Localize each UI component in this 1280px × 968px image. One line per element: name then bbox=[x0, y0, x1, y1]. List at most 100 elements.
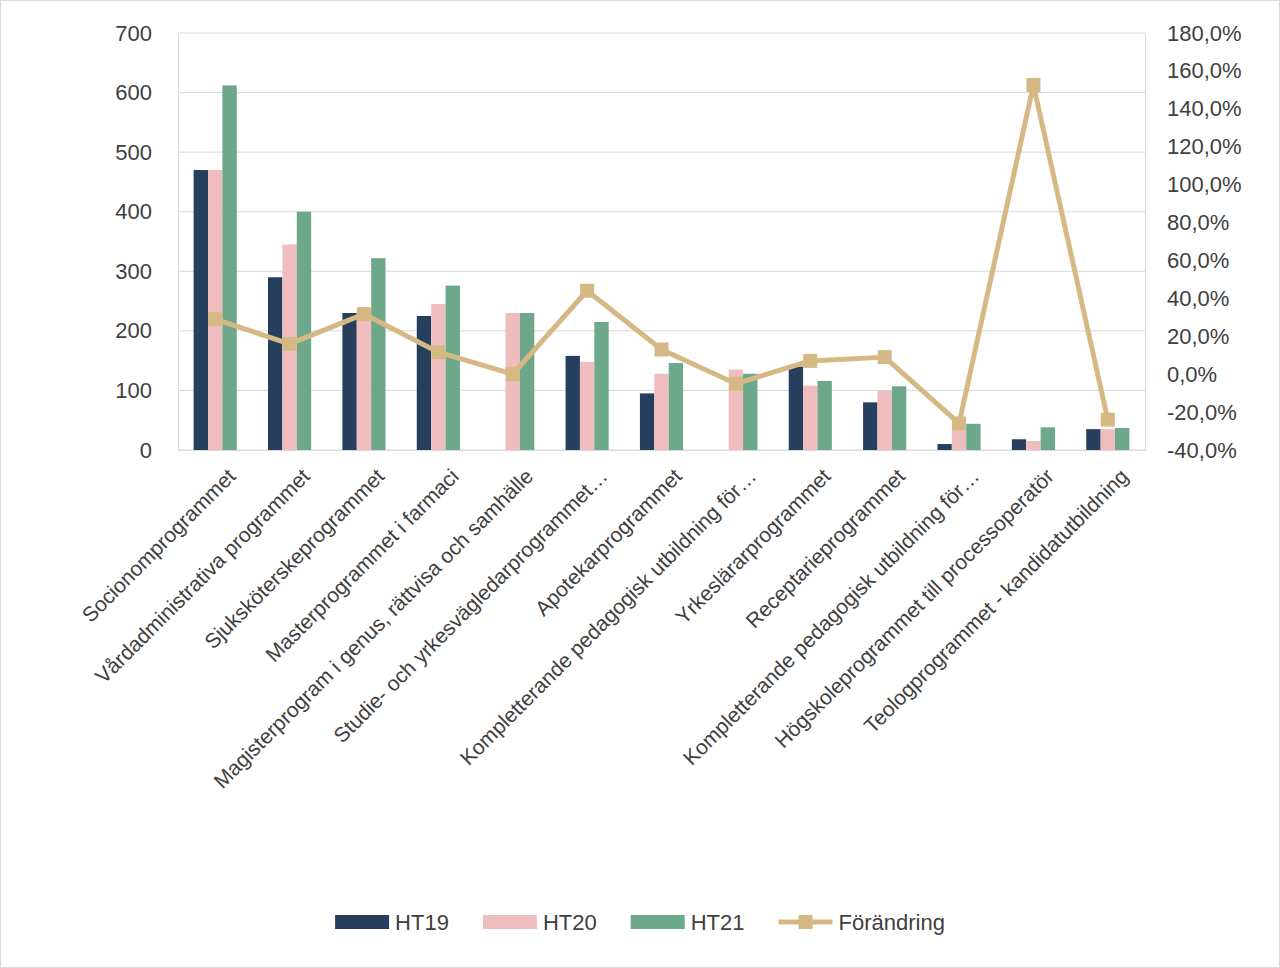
tick-label: Teologprogrammet - kandidatutbildning bbox=[859, 464, 1132, 737]
tick-label: 80,0% bbox=[1167, 210, 1229, 235]
bar-series bbox=[208, 170, 1115, 450]
bar bbox=[743, 374, 757, 450]
axis-line bbox=[179, 450, 1146, 451]
tick: 400 bbox=[115, 199, 178, 224]
tick: 500 bbox=[115, 140, 178, 165]
marker bbox=[803, 354, 817, 368]
tick: 0 bbox=[140, 438, 178, 463]
bar bbox=[1086, 429, 1100, 450]
bar bbox=[208, 170, 222, 450]
tick: 600 bbox=[115, 80, 178, 105]
tick-label: 160,0% bbox=[1167, 58, 1242, 83]
tick: 0,0% bbox=[1145, 362, 1217, 387]
marker bbox=[580, 284, 594, 298]
legend-label: HT19 bbox=[395, 910, 449, 935]
tick-label: 0,0% bbox=[1167, 362, 1217, 387]
bar bbox=[1026, 441, 1040, 450]
marker bbox=[952, 416, 966, 430]
tick: 100,0% bbox=[1145, 172, 1242, 197]
y2-axis: -40,0%-20,0%0,0%20,0%40,0%60,0%80,0%100,… bbox=[1145, 21, 1242, 463]
tick: 700 bbox=[115, 21, 178, 46]
marker bbox=[729, 377, 743, 391]
legend-marker bbox=[799, 915, 813, 929]
tick: Studie- och yrkesvägledarprogrammet… bbox=[329, 450, 612, 747]
bar bbox=[506, 313, 520, 450]
tick-label: 200 bbox=[115, 318, 152, 343]
tick-label: 40,0% bbox=[1167, 286, 1229, 311]
grid-line bbox=[178, 211, 1145, 212]
bar bbox=[594, 322, 608, 450]
tick-label: 0 bbox=[140, 438, 152, 463]
tick-label: 300 bbox=[115, 259, 152, 284]
x-axis: SocionomprogrammetVårdadministrativa pro… bbox=[77, 450, 1145, 792]
bar bbox=[1012, 439, 1026, 450]
tick-label: Kompletterande pedagogisk utbildning för… bbox=[678, 464, 983, 769]
tick-label: -40,0% bbox=[1167, 438, 1237, 463]
tick: 120,0% bbox=[1145, 134, 1242, 159]
tick-label: 100 bbox=[115, 378, 152, 403]
bar bbox=[729, 370, 743, 450]
tick-label: 500 bbox=[115, 140, 152, 165]
tick-label: 60,0% bbox=[1167, 248, 1229, 273]
tick-label: 140,0% bbox=[1167, 96, 1242, 121]
tick: -40,0% bbox=[1145, 438, 1237, 463]
legend-item: HT20 bbox=[483, 910, 597, 935]
bar bbox=[282, 244, 296, 450]
tick: 160,0% bbox=[1145, 58, 1242, 83]
marker bbox=[283, 337, 297, 351]
bar bbox=[937, 444, 951, 450]
bar bbox=[654, 374, 668, 450]
marker bbox=[431, 345, 445, 359]
legend-swatch bbox=[483, 915, 537, 929]
legend-swatch bbox=[631, 915, 685, 929]
bar bbox=[371, 258, 385, 450]
bar bbox=[1101, 429, 1115, 450]
bar bbox=[268, 277, 282, 450]
bar bbox=[417, 316, 431, 450]
bar bbox=[566, 356, 580, 450]
tick-label: 20,0% bbox=[1167, 324, 1229, 349]
tick-label: 180,0% bbox=[1167, 21, 1242, 46]
tick-label: Högskoleprogrammet till processoperatör bbox=[770, 464, 1058, 752]
bar bbox=[892, 386, 906, 450]
tick: Teologprogrammet - kandidatutbildning bbox=[859, 450, 1132, 737]
legend-label: HT21 bbox=[691, 910, 745, 935]
grid-line bbox=[178, 271, 1145, 272]
bar bbox=[877, 390, 891, 450]
marker bbox=[878, 350, 892, 364]
bar bbox=[342, 313, 356, 450]
bar bbox=[297, 212, 311, 450]
bar bbox=[966, 424, 980, 450]
axis-line bbox=[178, 34, 179, 451]
grid-line bbox=[178, 92, 1145, 93]
marker bbox=[506, 367, 520, 381]
bar bbox=[789, 367, 803, 450]
tick-label: Apotekarprogrammet bbox=[530, 464, 686, 620]
legend-label: HT20 bbox=[543, 910, 597, 935]
legend: HT19 HT20 HT21 Förändring bbox=[335, 910, 945, 935]
tick: 100 bbox=[115, 378, 178, 403]
plot-area bbox=[194, 78, 1130, 450]
bar bbox=[1115, 428, 1129, 450]
grid-line bbox=[178, 33, 1145, 34]
tick-label: 700 bbox=[115, 21, 152, 46]
legend-item: Förändring bbox=[779, 910, 945, 935]
axis-line bbox=[1145, 34, 1146, 451]
tick: 60,0% bbox=[1145, 248, 1229, 273]
legend-item: HT21 bbox=[631, 910, 745, 935]
bar bbox=[222, 85, 236, 450]
tick-label: Studie- och yrkesvägledarprogrammet… bbox=[329, 464, 612, 747]
bar bbox=[1041, 427, 1055, 450]
marker bbox=[1026, 78, 1040, 92]
grid bbox=[178, 33, 1145, 450]
grid-line bbox=[178, 152, 1145, 153]
bar bbox=[357, 313, 371, 450]
bar bbox=[580, 362, 594, 450]
marker bbox=[1101, 413, 1115, 427]
tick: 300 bbox=[115, 259, 178, 284]
tick: 200 bbox=[115, 318, 178, 343]
tick: Högskoleprogrammet till processoperatör bbox=[770, 450, 1058, 752]
marker bbox=[357, 307, 371, 321]
bar bbox=[669, 363, 683, 450]
tick: Yrkeslärarprogrammet bbox=[671, 450, 835, 628]
